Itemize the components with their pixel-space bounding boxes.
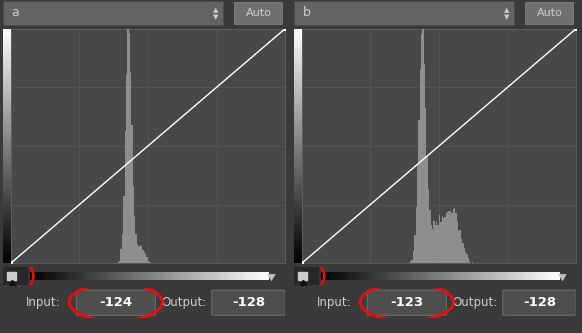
Bar (120, 249, 122, 263)
Bar (459, 230, 461, 263)
Bar (450, 210, 451, 263)
Bar (145, 253, 147, 263)
Bar (134, 216, 136, 263)
Text: ▼: ▼ (214, 14, 219, 20)
Bar (7, 272, 16, 279)
Bar (461, 239, 462, 263)
Bar (123, 196, 125, 263)
Bar (470, 262, 472, 263)
Bar (149, 262, 151, 263)
Bar (410, 261, 411, 263)
Text: a: a (12, 6, 19, 20)
Bar (466, 254, 468, 263)
Bar (428, 188, 430, 263)
Bar (147, 257, 148, 263)
FancyBboxPatch shape (212, 290, 285, 315)
Bar (126, 74, 127, 263)
Bar (451, 213, 453, 263)
Bar (447, 211, 449, 263)
FancyBboxPatch shape (503, 290, 576, 315)
Bar (455, 213, 457, 263)
Text: Input:: Input: (26, 296, 60, 309)
Text: b: b (303, 6, 310, 20)
Bar (148, 261, 149, 263)
Bar (464, 248, 465, 263)
Bar (432, 229, 434, 263)
Text: ▼: ▼ (505, 14, 510, 20)
Bar (118, 262, 119, 263)
Text: Input:: Input: (317, 296, 351, 309)
Bar (430, 210, 431, 263)
Bar (454, 208, 455, 263)
FancyBboxPatch shape (526, 2, 573, 24)
Bar (130, 72, 132, 263)
Bar (431, 224, 432, 263)
Text: Output:: Output: (161, 296, 206, 309)
Bar (436, 222, 438, 263)
Bar (141, 246, 143, 263)
Text: ▲: ▲ (214, 7, 219, 13)
Bar (140, 245, 141, 263)
Bar (427, 156, 428, 263)
Text: -128: -128 (232, 296, 265, 309)
Bar (133, 186, 134, 263)
Text: -123: -123 (391, 296, 423, 309)
Bar (439, 215, 440, 263)
Bar (458, 231, 459, 263)
Bar (125, 131, 126, 263)
Bar (449, 211, 450, 263)
FancyBboxPatch shape (367, 290, 446, 315)
Bar (137, 244, 139, 263)
Text: -128: -128 (523, 296, 556, 309)
Bar (434, 221, 435, 263)
Bar (446, 213, 447, 263)
FancyBboxPatch shape (235, 2, 282, 24)
Bar (413, 251, 414, 263)
Bar (418, 120, 420, 263)
Bar (435, 225, 436, 263)
Bar (143, 250, 144, 263)
Bar (438, 224, 439, 263)
Bar (425, 108, 427, 263)
Bar (3, 267, 27, 285)
Text: Output:: Output: (452, 296, 497, 309)
Bar (443, 218, 444, 263)
Bar (453, 209, 454, 263)
Bar (465, 252, 466, 263)
Bar (127, 29, 129, 263)
Text: ▲: ▲ (505, 7, 510, 13)
Bar (442, 216, 443, 263)
FancyBboxPatch shape (294, 1, 514, 25)
Bar (444, 217, 446, 263)
Bar (424, 64, 425, 263)
Bar (129, 33, 130, 263)
Bar (136, 234, 137, 263)
FancyBboxPatch shape (3, 1, 223, 25)
Bar (462, 243, 464, 263)
FancyBboxPatch shape (76, 290, 155, 315)
Bar (144, 252, 145, 263)
Bar (417, 165, 418, 263)
Bar (457, 221, 458, 263)
Bar (139, 246, 140, 263)
Text: -124: -124 (100, 296, 132, 309)
Bar (119, 261, 120, 263)
Text: Auto: Auto (246, 8, 271, 18)
Bar (468, 258, 469, 263)
Bar (421, 34, 423, 263)
Bar (420, 69, 421, 263)
Bar (423, 29, 424, 263)
Bar (294, 267, 318, 285)
Bar (469, 261, 470, 263)
Bar (132, 125, 133, 263)
Bar (414, 235, 416, 263)
Bar (416, 207, 417, 263)
Bar (440, 222, 442, 263)
Bar (298, 272, 307, 279)
Bar (472, 262, 473, 263)
Text: Auto: Auto (537, 8, 562, 18)
Bar (122, 234, 123, 263)
Bar (411, 260, 413, 263)
